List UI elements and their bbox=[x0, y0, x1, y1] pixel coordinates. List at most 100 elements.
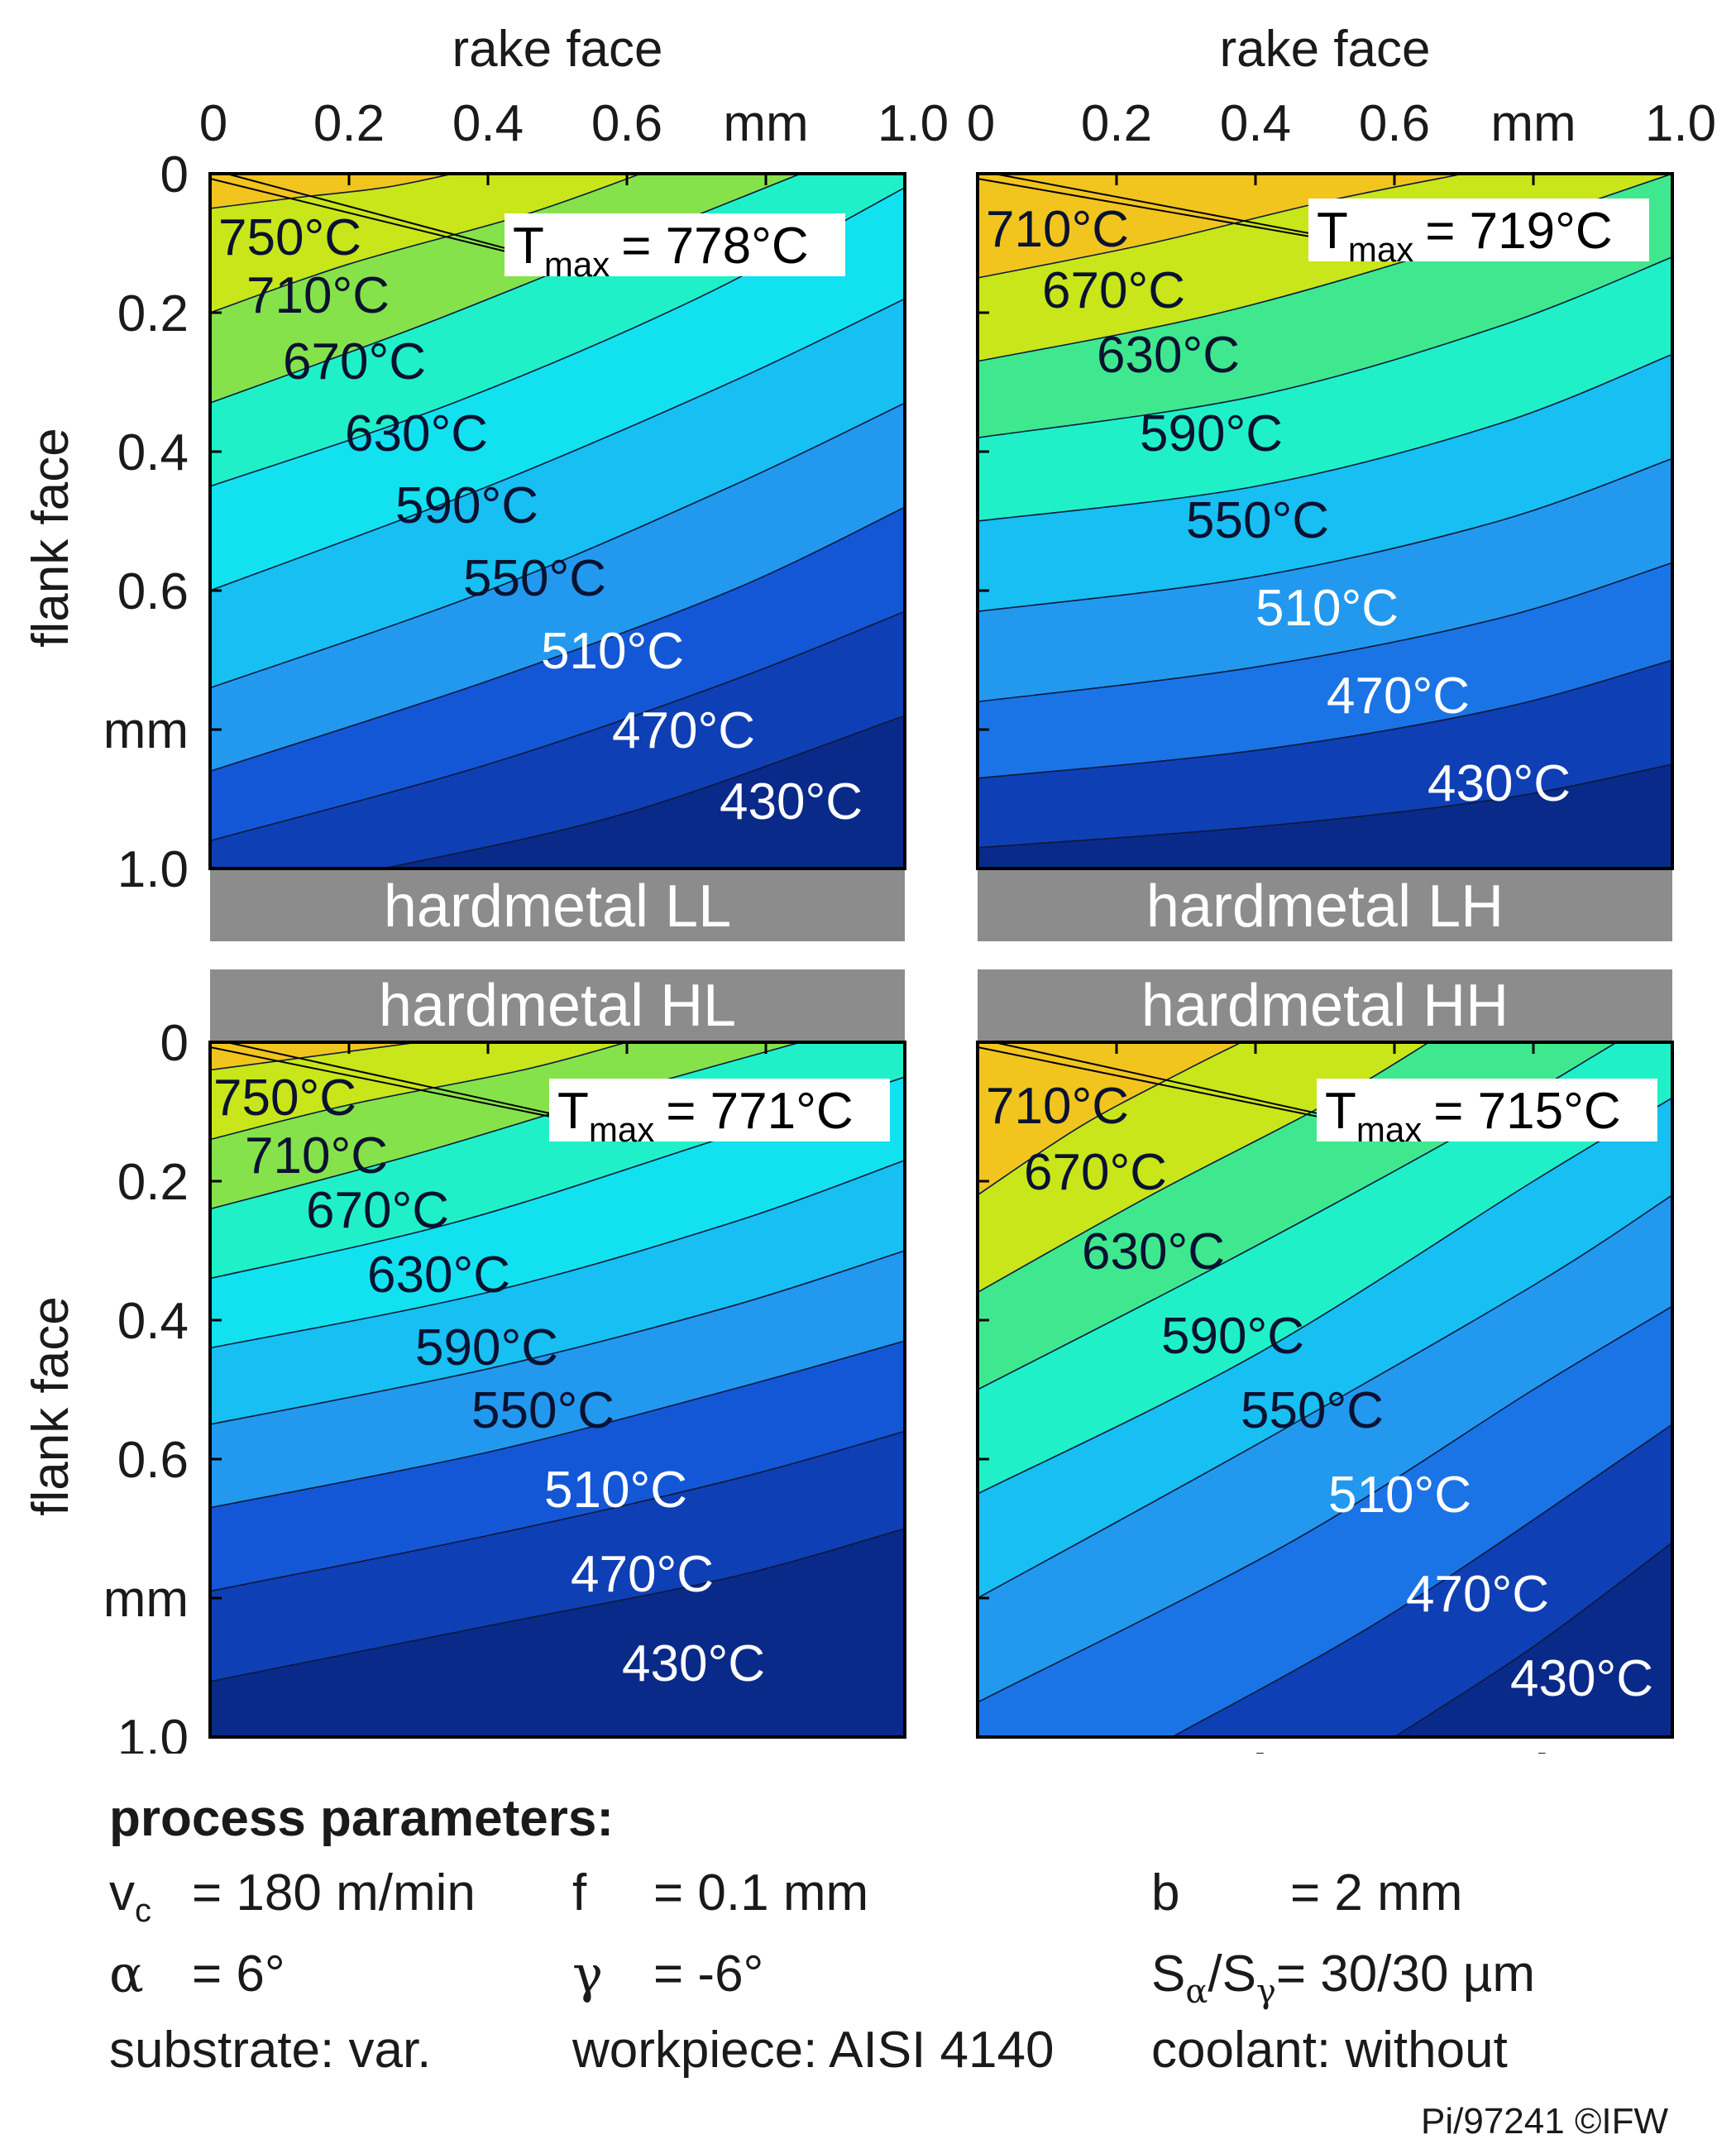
isotherm-line-670 bbox=[210, 174, 801, 404]
isotherm-line-470 bbox=[1171, 1424, 1672, 1737]
x-tick-label: 0.6 bbox=[1359, 95, 1430, 152]
tmax-leader-line bbox=[993, 1041, 1318, 1114]
isotherm-line-670 bbox=[210, 1042, 801, 1210]
tmax-value: = 719°C bbox=[1425, 203, 1612, 260]
param-b-value: = 2 mm bbox=[1290, 1864, 1463, 1921]
isotherm-line-510 bbox=[210, 1340, 905, 1509]
panel-hardmetal-hh: 710°C 670°C 630°C 590°C 550°C 510°C 470°C 430°C… bbox=[976, 969, 1674, 1739]
isotherm-line-470 bbox=[978, 659, 1672, 779]
isotherm-label: 630°C bbox=[1082, 1223, 1225, 1280]
isotherm-label: 510°C bbox=[541, 623, 684, 680]
x-axis-title: rake face bbox=[1219, 21, 1430, 78]
panel-name-band bbox=[978, 969, 1672, 1041]
tmax-leader-line bbox=[226, 173, 505, 249]
contour-region-710 bbox=[210, 1042, 627, 1140]
isotherm-label: 590°C bbox=[1161, 1308, 1304, 1365]
isotherm-line-750 bbox=[210, 1042, 419, 1071]
process-parameters-block: process parameters: vc = 180 m/min f = 0… bbox=[0, 1754, 1736, 2144]
isotherm-label: 670°C bbox=[306, 1182, 449, 1239]
isotherm-label: 630°C bbox=[1097, 327, 1240, 384]
isotherm-label: 590°C bbox=[1140, 405, 1283, 462]
tmax-prefix: T bbox=[557, 1083, 589, 1140]
y-tick-label: 0.6 bbox=[117, 1432, 189, 1489]
isotherm-label: 430°C bbox=[622, 1635, 765, 1692]
isotherm-label: 630°C bbox=[367, 1247, 510, 1304]
param-workpiece: workpiece: AISI 4140 bbox=[572, 2022, 1055, 2079]
isotherm-label: 430°C bbox=[720, 773, 863, 830]
panel-frame bbox=[976, 1041, 1674, 1739]
isotherm-line-710 bbox=[210, 1042, 628, 1141]
tmax-value: = 778°C bbox=[621, 218, 808, 275]
isotherm-line-710 bbox=[210, 174, 642, 313]
param-vc-value: = 180 m/min bbox=[192, 1864, 476, 1921]
isotherm-line-590 bbox=[210, 298, 905, 591]
isotherm-label: 550°C bbox=[463, 550, 606, 607]
param-coolant: coolant: without bbox=[1151, 2022, 1508, 2079]
panel-frame bbox=[976, 172, 1674, 870]
credit-text: Pi/97241 ©IFW bbox=[1421, 2101, 1668, 2142]
isotherm-label: 630°C bbox=[345, 405, 488, 462]
isotherm-line-550 bbox=[978, 457, 1672, 612]
x-tick-label: 0.4 bbox=[1220, 95, 1291, 152]
isotherm-label: 590°C bbox=[415, 1319, 558, 1376]
isotherm-label: 470°C bbox=[612, 702, 755, 759]
isotherm-label: 550°C bbox=[1186, 492, 1329, 549]
y-tick-label: 0.4 bbox=[117, 1293, 189, 1350]
x-tick-label: 0 bbox=[967, 95, 995, 152]
tmax-box bbox=[1308, 199, 1649, 261]
tmax-subscript: max bbox=[1348, 230, 1413, 269]
x-tick-label: 1.0 bbox=[878, 95, 949, 152]
tmax-leader-line bbox=[209, 1046, 550, 1117]
tmax-label: Tmax = 719°C bbox=[1317, 203, 1613, 269]
param-b-symbol: b bbox=[1151, 1864, 1180, 1921]
contour-fills bbox=[210, 1042, 905, 1737]
panel-name-label: hardmetal HL bbox=[379, 973, 736, 1039]
tmax-box bbox=[505, 213, 845, 276]
contour-region-hottest bbox=[210, 1042, 252, 1064]
y-axis-title: flank face bbox=[22, 428, 79, 647]
isotherm-label: 670°C bbox=[1042, 262, 1185, 319]
isotherm-line-430 bbox=[1394, 1542, 1672, 1737]
isotherm-line-430 bbox=[210, 1528, 905, 1682]
tmax-label: Tmax = 771°C bbox=[557, 1083, 854, 1149]
x-tick-label: 0.4 bbox=[452, 95, 524, 152]
x-axis-title: rake face bbox=[452, 21, 662, 78]
isotherm-line-630 bbox=[978, 256, 1672, 438]
isotherm-line-550 bbox=[210, 402, 905, 689]
contour-region-hottest bbox=[978, 174, 1020, 195]
tmax-leader-line bbox=[977, 1046, 1318, 1117]
isotherm-line-670 bbox=[978, 1042, 1430, 1294]
param-alpha-symbol: α bbox=[109, 1944, 144, 2004]
tmax-prefix: T bbox=[1317, 203, 1348, 260]
param-f-symbol: f bbox=[572, 1864, 587, 1921]
contour-region-hottest bbox=[978, 1042, 1020, 1064]
isotherm-label: 710°C bbox=[246, 267, 390, 324]
isotherm-label: 470°C bbox=[571, 1546, 714, 1603]
param-s-value: = 30/30 µm bbox=[1275, 1945, 1536, 2003]
param-f-value: = 0.1 mm bbox=[653, 1864, 869, 1921]
isotherm-line-510 bbox=[978, 1305, 1672, 1703]
contour-fills bbox=[978, 1042, 1672, 1737]
contour-region-750 bbox=[210, 174, 453, 208]
y-tick-label: 0.6 bbox=[117, 563, 189, 620]
contour-region-710 bbox=[210, 174, 641, 313]
x-tick-label: 0 bbox=[199, 95, 227, 152]
isotherm-label: 510°C bbox=[1255, 580, 1399, 637]
tmax-subscript: max bbox=[589, 1110, 654, 1149]
tmax-leader-line bbox=[226, 1041, 550, 1114]
isotherm-line-550 bbox=[978, 1194, 1672, 1599]
tmax-subscript: max bbox=[544, 245, 610, 284]
isotherm-line-750 bbox=[210, 174, 454, 209]
param-s-sub-2: γ bbox=[1255, 1973, 1276, 2011]
isotherm-label: 550°C bbox=[1241, 1382, 1384, 1439]
tmax-prefix: T bbox=[513, 218, 544, 275]
isotherm-label: 670°C bbox=[283, 333, 426, 390]
isotherm-label: 750°C bbox=[213, 1070, 356, 1127]
tmax-value: = 715°C bbox=[1433, 1083, 1620, 1140]
param-vc-symbol: v bbox=[109, 1864, 135, 1921]
isotherm-line-510 bbox=[978, 562, 1672, 703]
y-tick-label: 0.2 bbox=[117, 1154, 189, 1211]
contour-fills bbox=[978, 174, 1672, 869]
